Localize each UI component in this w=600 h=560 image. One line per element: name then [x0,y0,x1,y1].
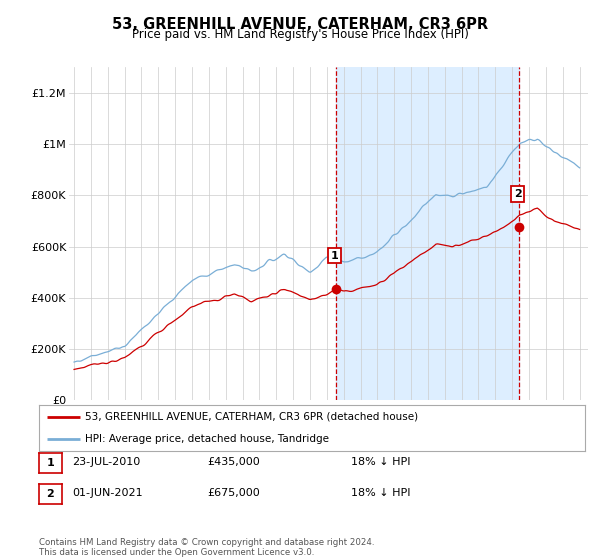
Bar [336,67,519,400]
Text: HPI: Average price, detached house, Tandridge: HPI: Average price, detached house, Tand… [85,434,329,444]
Text: £435,000: £435,000 [207,457,260,467]
Text: 53, GREENHILL AVENUE, CATERHAM, CR3 6PR: 53, GREENHILL AVENUE, CATERHAM, CR3 6PR [112,17,488,32]
Text: Contains HM Land Registry data © Crown copyright and database right 2024.
This d: Contains HM Land Registry data © Crown c… [39,538,374,557]
Text: 2: 2 [47,489,54,499]
Text: 1: 1 [331,250,338,260]
Text: 18% ↓ HPI: 18% ↓ HPI [351,488,410,498]
Text: 53, GREENHILL AVENUE, CATERHAM, CR3 6PR (detached house): 53, GREENHILL AVENUE, CATERHAM, CR3 6PR … [85,412,419,422]
Text: £675,000: £675,000 [207,488,260,498]
Text: Price paid vs. HM Land Registry's House Price Index (HPI): Price paid vs. HM Land Registry's House … [131,28,469,41]
Text: 2: 2 [514,189,521,199]
Text: 1: 1 [47,458,54,468]
Text: 23-JUL-2010: 23-JUL-2010 [72,457,140,467]
Text: 01-JUN-2021: 01-JUN-2021 [72,488,143,498]
Text: 18% ↓ HPI: 18% ↓ HPI [351,457,410,467]
